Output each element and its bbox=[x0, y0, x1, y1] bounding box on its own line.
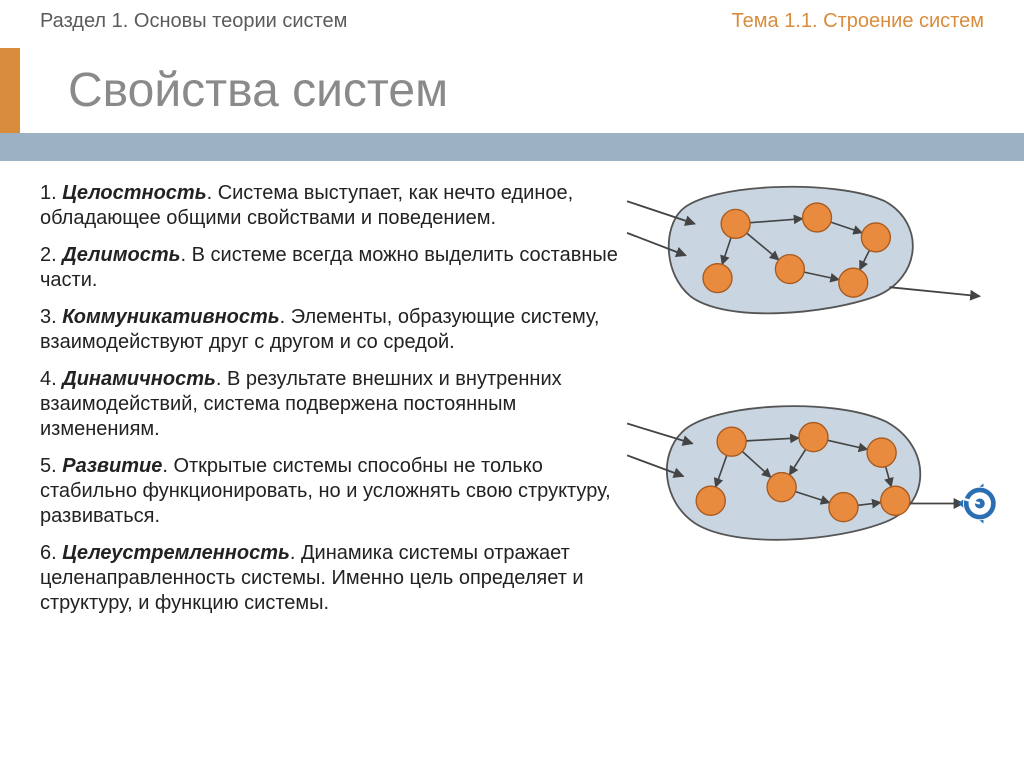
list-item: 3. Коммуникативность. Элементы, образующ… bbox=[40, 305, 620, 355]
properties-list: 1. Целостность. Система выступает, как н… bbox=[40, 181, 620, 616]
system-diagram-2 bbox=[618, 386, 1018, 566]
list-item: 1. Целостность. Система выступает, как н… bbox=[40, 181, 620, 231]
title-area: Свойства систем bbox=[0, 48, 1024, 133]
content: 1. Целостность. Система выступает, как н… bbox=[0, 161, 1024, 616]
page-title: Свойства систем bbox=[28, 63, 448, 118]
list-item: 6. Целеустремленность. Динамика системы … bbox=[40, 541, 620, 616]
header: Раздел 1. Основы теории систем Тема 1.1.… bbox=[0, 0, 1024, 38]
topic-label: Тема 1.1. Строение систем bbox=[732, 10, 984, 33]
list-item: 5. Развитие. Открытые системы способны н… bbox=[40, 454, 620, 529]
list-item: 2. Делимость. В системе всегда можно выд… bbox=[40, 243, 620, 293]
section-label: Раздел 1. Основы теории систем bbox=[40, 10, 347, 33]
divider-bar bbox=[0, 133, 1024, 161]
accent-block bbox=[0, 48, 20, 133]
system-diagram-1 bbox=[618, 166, 998, 341]
list-item: 4. Динамичность. В результате внешних и … bbox=[40, 367, 620, 442]
